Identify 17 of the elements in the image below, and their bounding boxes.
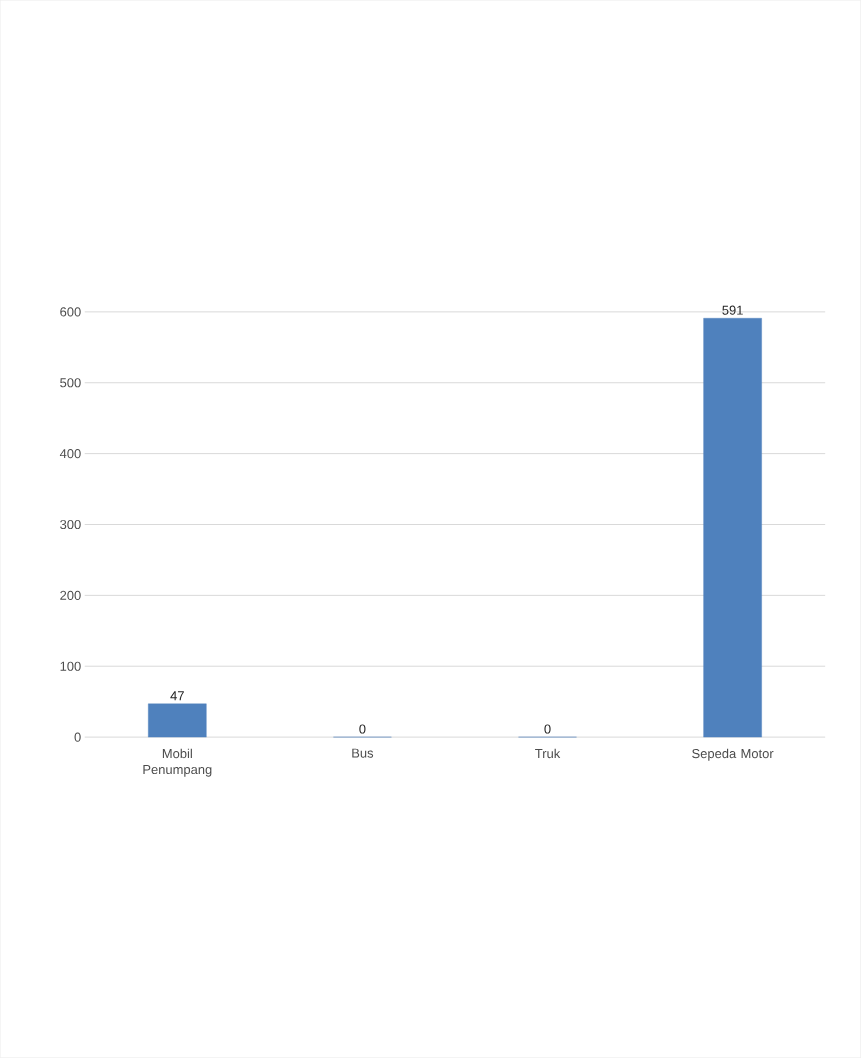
y-tick-label: 400 xyxy=(59,449,81,459)
x-tick-label: Truk xyxy=(535,748,561,759)
data-label: 591 xyxy=(722,305,743,315)
y-tick-label: 600 xyxy=(60,307,81,317)
x-tick-label: Bus xyxy=(352,748,374,758)
data-label: 0 xyxy=(359,724,366,734)
y-tick-label: 200 xyxy=(60,590,81,600)
data-label: 47 xyxy=(170,691,184,701)
y-tick-label: 500 xyxy=(60,378,81,388)
data-label: 0 xyxy=(544,724,551,734)
y-tick-label: 100 xyxy=(60,661,81,671)
x-tick-label: Mobil Penumpang xyxy=(143,748,212,777)
y-tick-label: 0 xyxy=(74,732,81,742)
bar xyxy=(703,318,762,738)
y-tick-label: 300 xyxy=(60,519,81,530)
x-tick-label: Sepeda Motor xyxy=(692,748,774,761)
bar xyxy=(148,703,207,738)
